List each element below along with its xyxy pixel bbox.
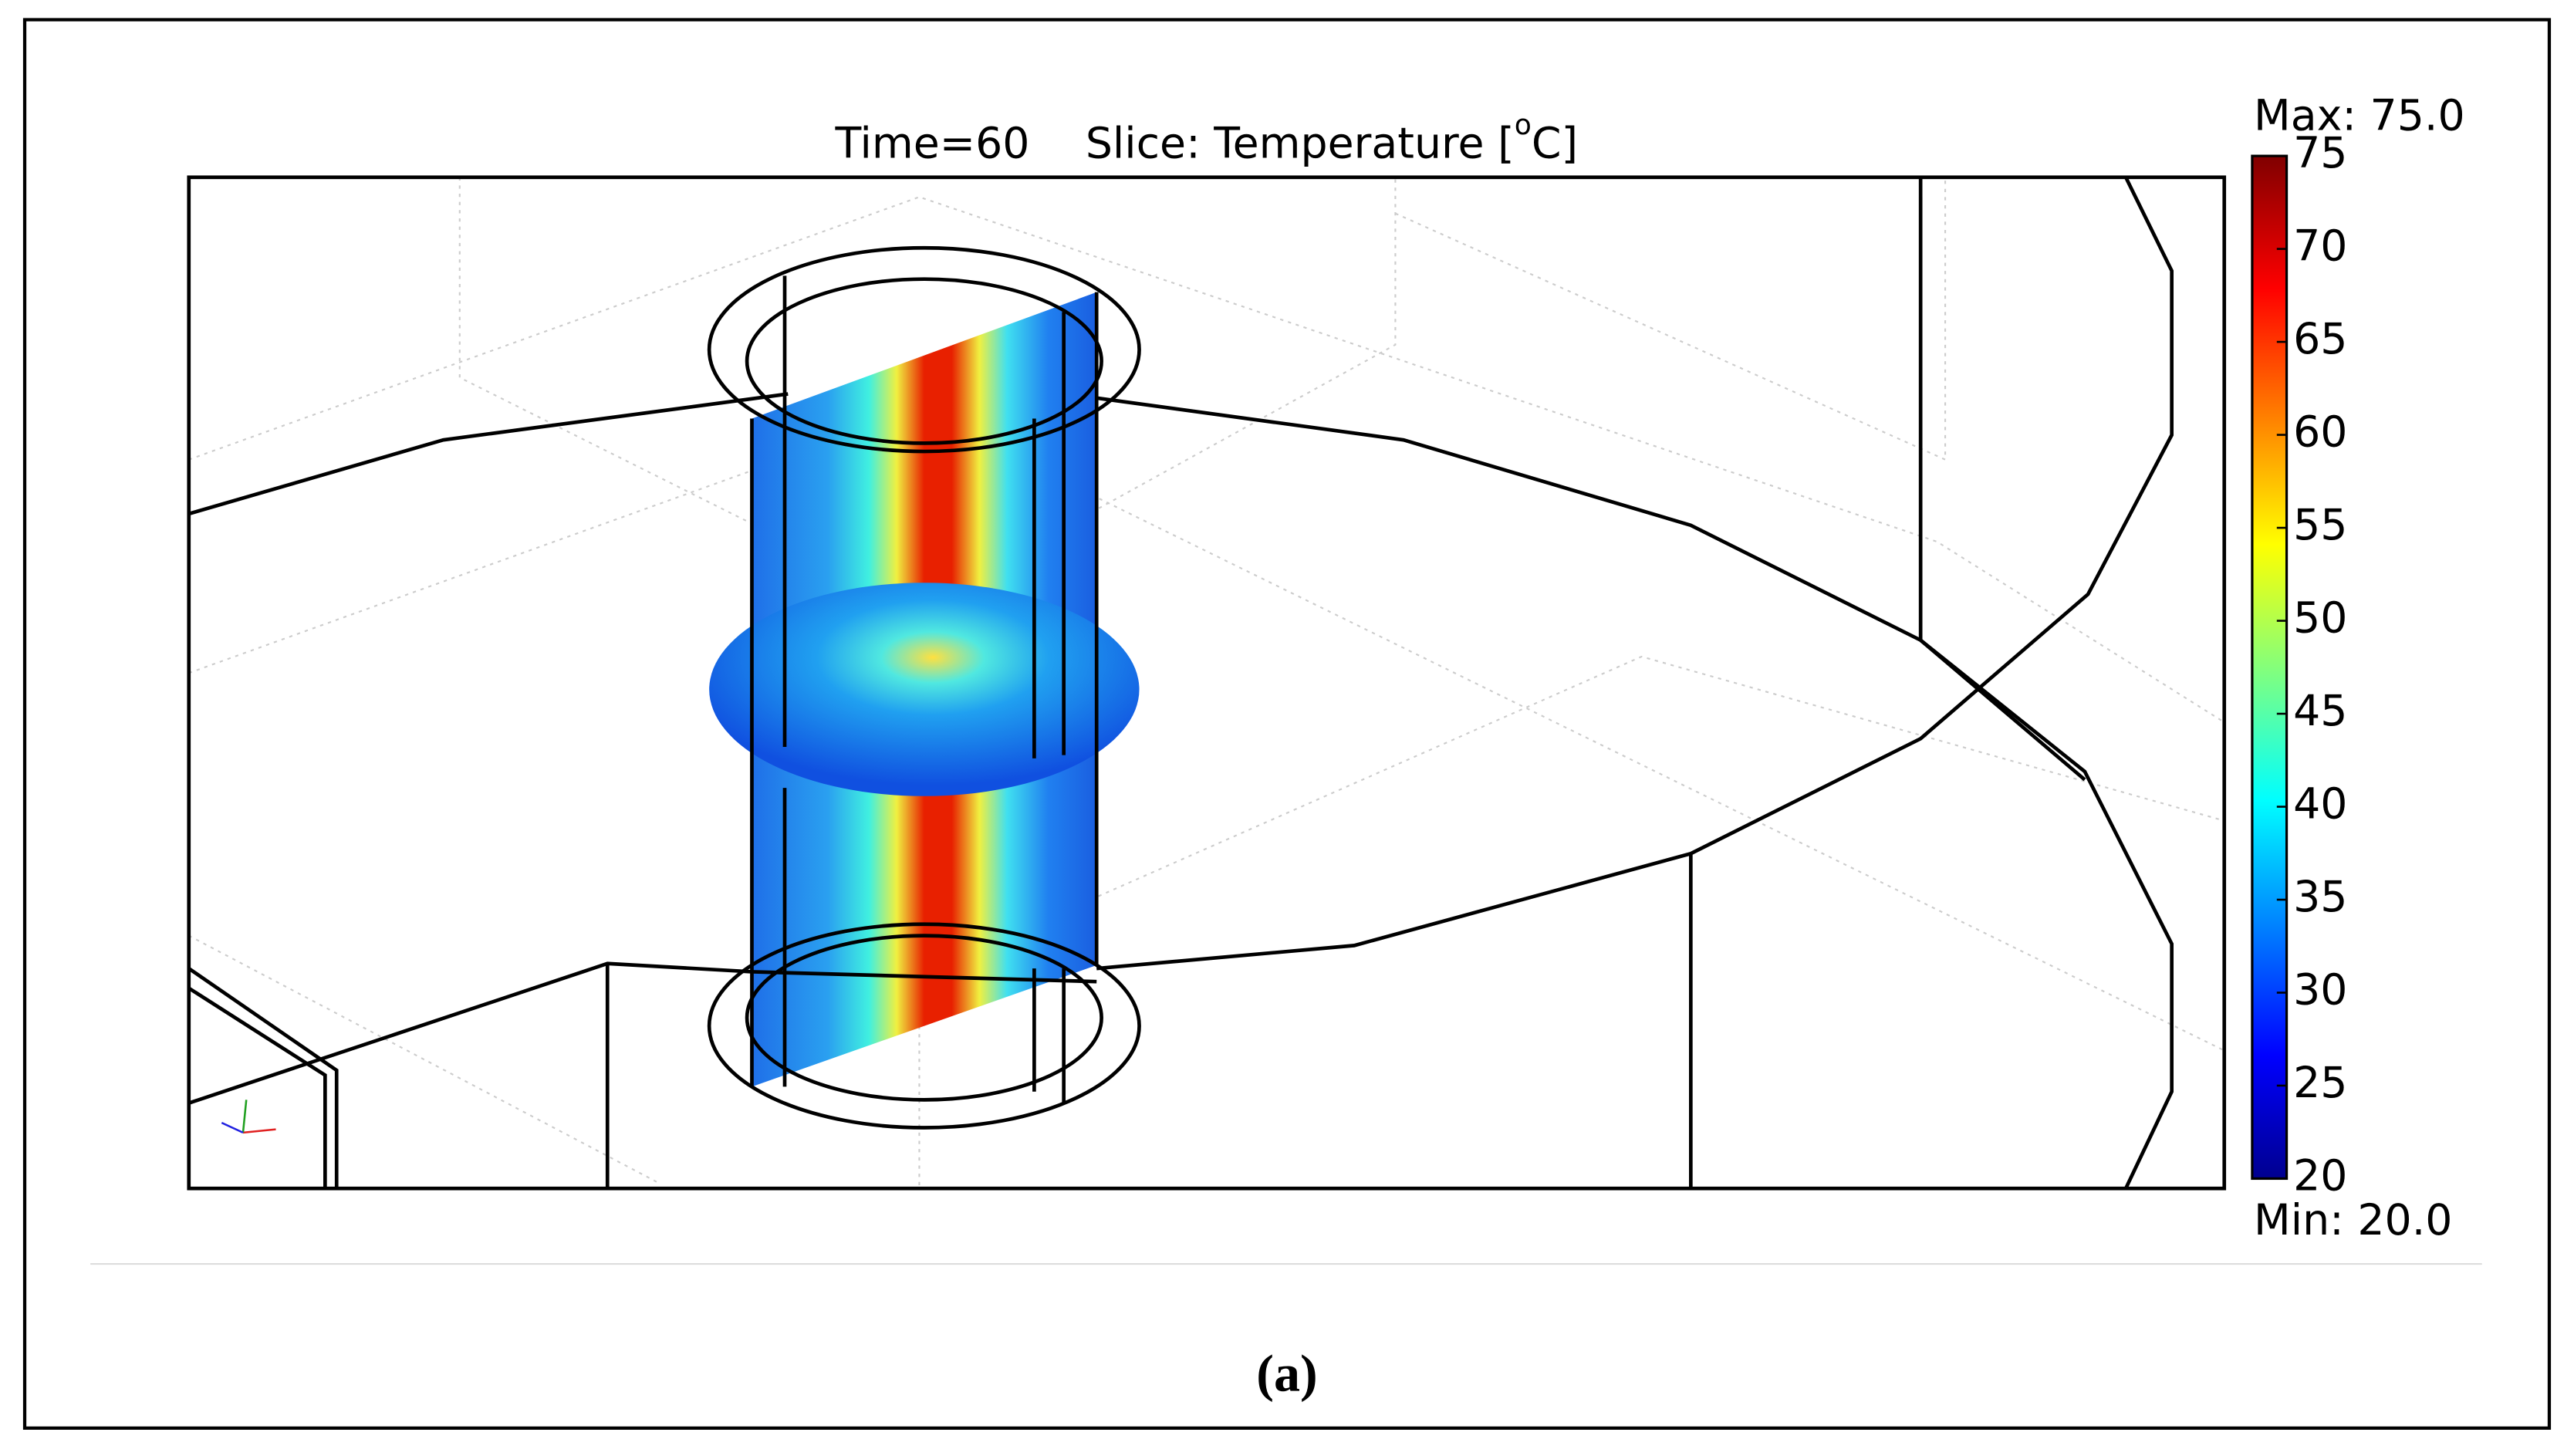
colorbar-tick-label: 65 — [2293, 315, 2347, 364]
colorbar-max: Max: 75.0 — [2254, 91, 2465, 140]
colorbar-tick-label: 60 — [2293, 408, 2347, 458]
plot-title: Time=60 Slice: Temperature [oC] — [834, 108, 1578, 169]
colorbar-tick-label: 75 — [2293, 129, 2347, 178]
title-time: Time=60 — [834, 119, 1029, 168]
colorbar-tick-label: 45 — [2293, 687, 2347, 736]
colorbar-tick-label: 70 — [2293, 222, 2347, 272]
colorbar-tick-label: 20 — [2293, 1152, 2347, 1201]
caption: (a) — [1256, 1344, 1317, 1403]
temperature-disk — [709, 583, 1140, 796]
colorbar-tick-label: 25 — [2293, 1059, 2347, 1108]
plot-box — [187, 175, 2227, 1191]
colorbar-tick-label: 50 — [2293, 594, 2347, 644]
scene — [188, 177, 2224, 1189]
colorbar-tick-label: 30 — [2293, 966, 2347, 1015]
colorbar-tick-label: 35 — [2293, 873, 2347, 922]
colorbar-min: Min: 20.0 — [2254, 1196, 2452, 1245]
colorbar-tick-label: 55 — [2293, 501, 2347, 550]
title-degree: o — [1515, 108, 1532, 141]
colorbar — [2251, 154, 2289, 1181]
title-quantity: Slice: Temperature [ — [1086, 119, 1515, 168]
colorbar-tick-label: 40 — [2293, 780, 2347, 829]
title-unit: C] — [1532, 119, 1578, 168]
frame — [22, 18, 2552, 1430]
